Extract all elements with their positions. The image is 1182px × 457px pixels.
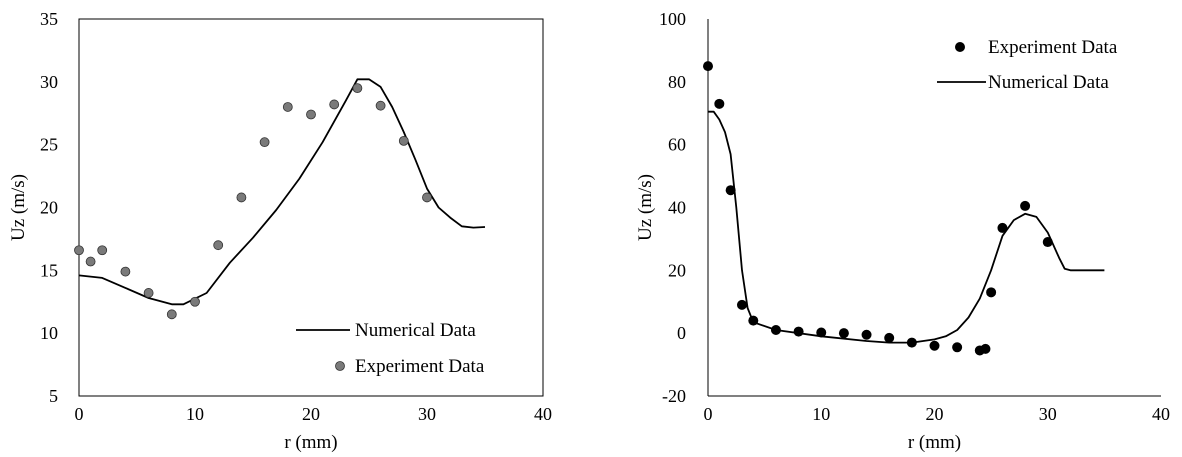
legend-point-marker bbox=[955, 42, 965, 52]
y-tick-label: 40 bbox=[668, 198, 686, 218]
y-tick-label: 5 bbox=[49, 386, 58, 406]
data-point-experiment bbox=[166, 309, 177, 320]
data-point-experiment bbox=[74, 245, 84, 256]
data-point-experiment bbox=[793, 326, 804, 337]
data-point-experiment bbox=[997, 222, 1008, 233]
data-point-experiment bbox=[398, 135, 409, 146]
data-point-experiment bbox=[120, 266, 131, 277]
x-tick-label: 0 bbox=[704, 404, 713, 424]
y-tick-label: 10 bbox=[40, 323, 58, 343]
x-tick-label: 30 bbox=[418, 404, 436, 424]
data-point-experiment bbox=[352, 83, 363, 94]
data-point-experiment bbox=[884, 332, 895, 343]
data-point-experiment bbox=[952, 342, 963, 353]
x-axis-label: r (mm) bbox=[284, 432, 337, 453]
series-line-numerical-data bbox=[78, 78, 486, 306]
y-tick-label: 100 bbox=[659, 9, 686, 29]
y-axis-label: Uz (m/s) bbox=[635, 174, 656, 241]
data-point-experiment bbox=[980, 343, 991, 354]
data-point-experiment bbox=[306, 109, 316, 120]
x-tick-label: 10 bbox=[812, 404, 830, 424]
data-point-experiment bbox=[143, 288, 154, 298]
left-chart-panel: 0 10 20 30 40 5 10 15 20 25 30 35 r (mm) Uz (m/s) Nume… bbox=[8, 9, 552, 453]
y-tick-label: 35 bbox=[40, 9, 58, 29]
y-tick-label: -20 bbox=[662, 386, 686, 406]
x-tick-label: 10 bbox=[186, 404, 204, 424]
y-tick-label: 20 bbox=[668, 260, 686, 280]
y-tick-label: 25 bbox=[40, 135, 58, 155]
x-tick-label: 40 bbox=[534, 404, 552, 424]
plot-frame bbox=[78, 18, 544, 397]
data-point-experiment bbox=[838, 328, 849, 339]
x-tick-label: 30 bbox=[1039, 404, 1057, 424]
y-tick-label: 15 bbox=[40, 260, 58, 280]
legend-label: Experiment Data bbox=[355, 356, 485, 377]
x-tick-label: 20 bbox=[926, 404, 944, 424]
x-tick-label: 40 bbox=[1152, 404, 1170, 424]
data-point-experiment bbox=[725, 185, 736, 196]
data-point-experiment bbox=[422, 192, 432, 203]
data-point-experiment bbox=[861, 329, 872, 340]
y-axis-label: Uz (m/s) bbox=[8, 174, 29, 241]
data-point-experiment bbox=[97, 245, 108, 256]
legend-label: Experiment Data bbox=[988, 37, 1118, 58]
data-point-experiment bbox=[190, 296, 200, 307]
data-point-experiment bbox=[986, 287, 997, 298]
data-point-experiment bbox=[259, 137, 270, 148]
data-point-experiment bbox=[703, 61, 713, 72]
data-point-experiment bbox=[1020, 200, 1031, 211]
series-line-numerical-data bbox=[708, 110, 1105, 344]
data-point-experiment bbox=[329, 99, 340, 110]
data-point-experiment bbox=[929, 340, 940, 351]
legend-label: Numerical Data bbox=[988, 72, 1109, 93]
right-chart-panel: 0 10 20 30 40 -20 0 20 40 60 80 100 r (mm) Uz (m/s) Ex… bbox=[635, 9, 1170, 453]
x-tick-label: 0 bbox=[75, 404, 84, 424]
data-point-experiment bbox=[375, 100, 386, 111]
data-point-experiment bbox=[213, 240, 224, 251]
data-point-experiment bbox=[714, 98, 725, 109]
data-point-experiment bbox=[282, 102, 293, 112]
data-point-experiment bbox=[736, 299, 747, 310]
x-axis-label: r (mm) bbox=[908, 432, 961, 453]
y-tick-label: 30 bbox=[40, 72, 58, 92]
y-tick-label: 0 bbox=[677, 323, 686, 343]
y-tick-label: 60 bbox=[668, 135, 686, 155]
x-tick-label: 20 bbox=[302, 404, 320, 424]
y-tick-label: 20 bbox=[40, 198, 58, 218]
data-point-experiment bbox=[236, 192, 247, 203]
legend-point-marker bbox=[335, 361, 345, 371]
y-tick-label: 80 bbox=[668, 72, 686, 92]
legend-label: Numerical Data bbox=[355, 320, 476, 341]
data-point-experiment bbox=[85, 256, 96, 267]
